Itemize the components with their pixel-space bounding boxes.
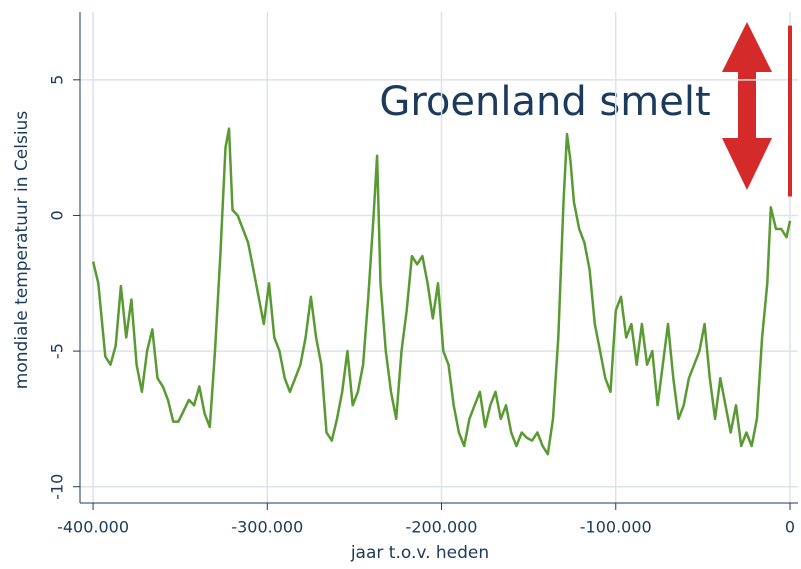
x-tick-label: -200.000 [406,518,478,537]
y-tick-label: 5 [48,75,67,85]
x-tick-label: -100.000 [580,518,652,537]
annotation: Groenland smelt [379,79,710,125]
x-tick-label: 0 [785,518,795,537]
y-tick-label: -10 [48,474,67,500]
x-tick-label: -300.000 [231,518,303,537]
y-tick-label: -5 [48,343,67,359]
x-tick-label: -400.000 [57,518,129,537]
arrow [722,22,772,190]
y-tick-label: 0 [48,210,67,220]
y-axis-label: mondiale temperatuur in Celsius [12,111,32,390]
x-axis-label: jaar t.o.v. heden [350,543,489,563]
data-line [91,127,792,456]
